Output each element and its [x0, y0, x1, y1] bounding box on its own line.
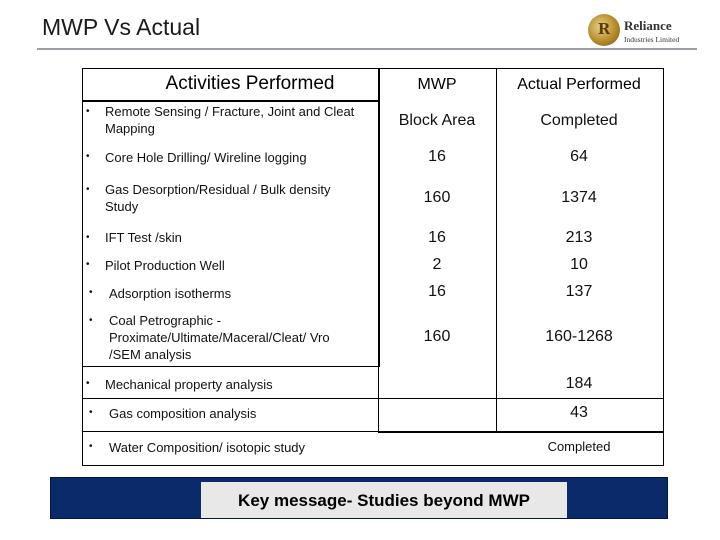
row-activity: Gas composition analysis — [109, 406, 257, 421]
key-message-banner: Key message- Studies beyond MWP — [50, 477, 668, 519]
row-activity: Pilot Production Well — [105, 258, 225, 273]
row-bullet: • — [86, 151, 90, 162]
lower-divider-1 — [82, 398, 663, 399]
row-bullet: • — [86, 106, 90, 117]
row-actual: 160-1268 — [545, 328, 613, 345]
row-actual: 213 — [565, 229, 593, 246]
row-activity: Gas Desorption/Residual / Bulk density S… — [105, 182, 331, 214]
reliance-logo: R Reliance Industries Limited — [588, 14, 698, 50]
row-activity: Mechanical property analysis — [105, 377, 273, 392]
row-activity: Core Hole Drilling/ Wireline logging — [105, 150, 307, 165]
row-activity: Water Composition/ isotopic study — [109, 440, 306, 455]
row-mwp: 160 — [423, 328, 451, 345]
row-actual: 184 — [565, 375, 593, 392]
header-actual: Actual Performed — [517, 76, 641, 93]
lower-rows-frame — [82, 365, 664, 466]
row-mwp: 16 — [428, 229, 446, 246]
row-mwp: 2 — [432, 256, 442, 273]
row-actual: Completed — [540, 112, 618, 129]
key-message-text: Key message- Studies beyond MWP — [238, 491, 530, 510]
logo-emblem-icon: R — [588, 14, 620, 46]
row-actual: 1374 — [561, 189, 597, 206]
row-activity: Adsorption isotherms — [109, 286, 232, 301]
row-bullet: • — [89, 315, 93, 326]
row-actual: 43 — [570, 404, 588, 421]
page-title: MWP Vs Actual — [42, 14, 201, 40]
row-actual: 10 — [570, 256, 588, 273]
row-activity: Remote Sensing / Fracture, Joint and Cle… — [105, 104, 355, 136]
row-mwp: 16 — [428, 283, 446, 300]
row-bullet: • — [86, 232, 90, 243]
row-activity: IFT Test /skin — [105, 230, 182, 245]
row-bullet: • — [86, 184, 90, 195]
row-bullet: • — [86, 259, 90, 270]
row-mwp: 160 — [423, 189, 451, 206]
row-bullet: • — [89, 287, 93, 298]
mwp-actual-divider — [496, 68, 497, 432]
values-frame — [378, 68, 664, 433]
title-divider — [37, 48, 697, 50]
row-activity: Coal Petrographic - Proximate/Ultimate/M… — [109, 313, 330, 362]
logo-subtitle: Industries Limited — [624, 35, 680, 44]
row-actual: 64 — [570, 148, 588, 165]
row-bullet: • — [89, 407, 93, 418]
activities-header-box — [82, 68, 380, 102]
activities-frame — [82, 100, 380, 367]
lower-divider-2 — [82, 431, 663, 432]
header-activities: Activities Performed — [165, 73, 335, 94]
row-actual: 137 — [565, 283, 593, 300]
logo-name: Reliance — [624, 18, 672, 33]
row-mwp: 16 — [428, 148, 446, 165]
row-bullet: • — [86, 378, 90, 389]
header-mwp: MWP — [417, 76, 457, 93]
row-mwp: Block Area — [398, 112, 476, 129]
key-message-box: Key message- Studies beyond MWP — [201, 482, 567, 518]
row-actual: Completed — [547, 439, 611, 454]
lower-vline-right — [496, 365, 497, 432]
row-bullet: • — [89, 441, 93, 452]
